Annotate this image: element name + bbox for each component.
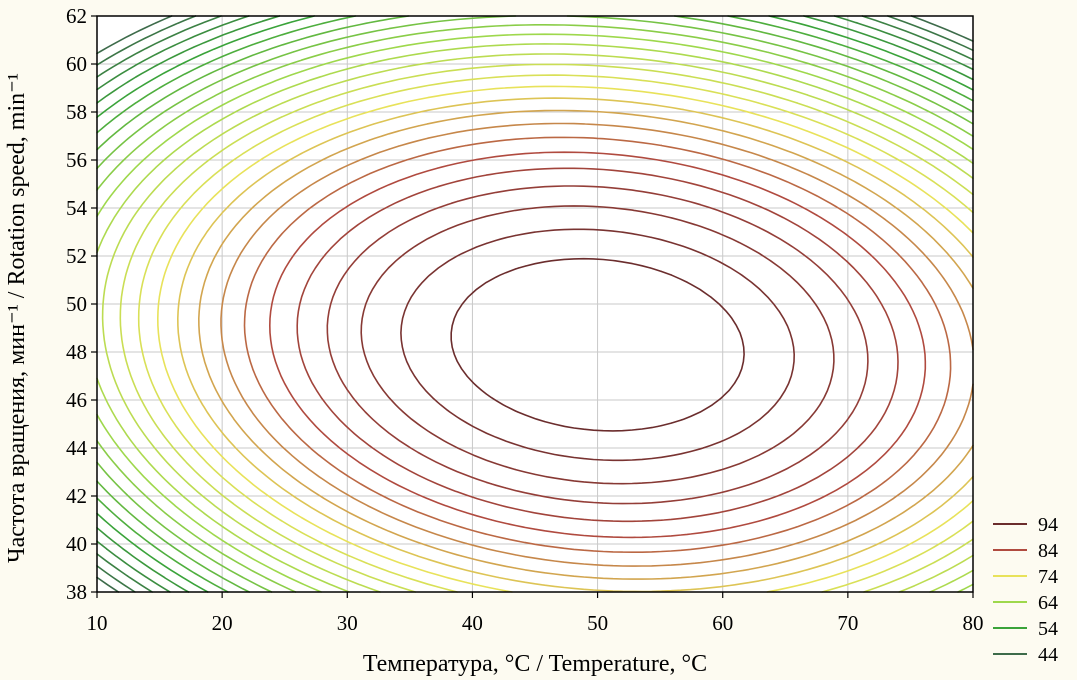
contour-line-84 xyxy=(269,151,927,539)
y-tick-label: 38 xyxy=(66,580,87,604)
contour-line-90 xyxy=(360,205,835,485)
y-tick-label: 42 xyxy=(66,484,87,508)
y-tick-label: 58 xyxy=(66,100,87,124)
contour-line-88 xyxy=(326,185,869,505)
y-tick-label: 44 xyxy=(66,436,88,460)
y-tick-label: 60 xyxy=(66,52,87,76)
y-tick-label: 40 xyxy=(66,532,87,556)
legend-label: 54 xyxy=(1038,618,1058,640)
y-tick-label: 56 xyxy=(66,148,87,172)
x-axis-label: Температура, °C / Temperature, °C xyxy=(363,651,707,677)
contour-line-68 xyxy=(101,53,974,593)
x-tick-label: 50 xyxy=(587,611,608,635)
contour-line-70 xyxy=(119,63,974,593)
x-tick-label: 80 xyxy=(963,611,984,635)
y-tick-label: 48 xyxy=(66,340,87,364)
contour-line-86 xyxy=(296,167,899,523)
legend-label: 44 xyxy=(1038,644,1058,666)
contour-line-94 xyxy=(450,257,745,432)
contour-line-56 xyxy=(96,15,974,593)
contour-line-92 xyxy=(400,228,795,462)
contour-line-78 xyxy=(198,109,974,580)
axis-ticks: 10 20 30 40 50 60 70 80 38 40 42 44 46 48 50 52 54 56 58 60… xyxy=(66,4,984,635)
y-axis-label: Частота вращения, мин⁻¹ / Rotation speed… xyxy=(4,73,30,563)
y-tick-label: 52 xyxy=(66,244,87,268)
x-tick-label: 30 xyxy=(337,611,358,635)
y-tick-label: 46 xyxy=(66,388,87,412)
x-tick-label: 40 xyxy=(462,611,483,635)
y-tick-label: 54 xyxy=(66,196,88,220)
x-tick-label: 10 xyxy=(87,611,108,635)
y-tick-label: 62 xyxy=(66,4,87,28)
legend: 94 84 74 64 54 44 xyxy=(993,514,1058,666)
contour-line-74 xyxy=(157,85,974,593)
contour-line-44 xyxy=(96,15,974,593)
contour-line-46 xyxy=(96,15,974,593)
x-tick-label: 70 xyxy=(837,611,858,635)
legend-label: 74 xyxy=(1038,566,1058,588)
contour-lines xyxy=(96,15,974,593)
contour-line-62 xyxy=(96,24,974,593)
x-tick-label: 60 xyxy=(712,611,733,635)
contour-line-60 xyxy=(96,15,974,593)
legend-label: 84 xyxy=(1038,540,1058,562)
legend-label: 94 xyxy=(1038,514,1058,536)
x-tick-label: 20 xyxy=(212,611,233,635)
contour-line-52 xyxy=(96,15,974,593)
contour-line-72 xyxy=(137,74,974,593)
y-tick-label: 50 xyxy=(66,292,87,316)
contour-line-82 xyxy=(243,136,952,553)
contour-line-64 xyxy=(96,33,974,593)
contour-line-58 xyxy=(96,15,974,593)
contour-line-76 xyxy=(177,97,974,593)
contour-line-54 xyxy=(96,15,974,593)
legend-label: 64 xyxy=(1038,592,1058,614)
contour-line-80 xyxy=(220,122,974,567)
contour-line-66 xyxy=(96,43,974,593)
